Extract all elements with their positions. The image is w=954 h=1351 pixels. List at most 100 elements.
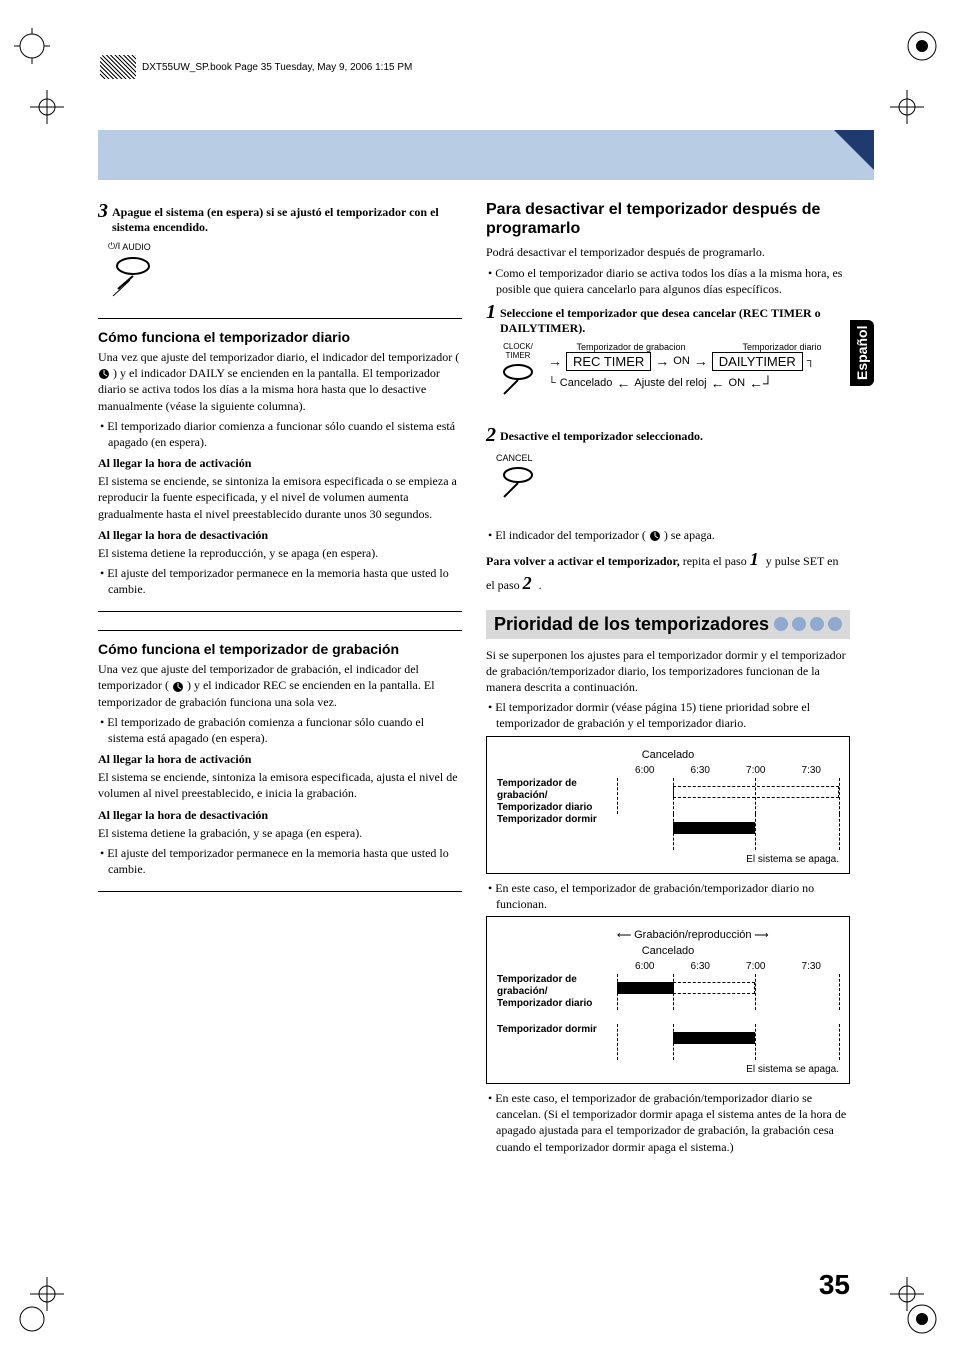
lcd-token: ON bbox=[673, 355, 690, 367]
audio-label: AUDIO bbox=[122, 242, 151, 252]
bullet: El ajuste del temporizador permanece en … bbox=[98, 565, 462, 597]
bullet: El temporizado de grabación comienza a f… bbox=[98, 714, 462, 746]
bullet: En este caso, el temporizador de grabaci… bbox=[486, 1090, 850, 1155]
chapter-banner bbox=[98, 130, 874, 180]
subhead: Al llegar la hora de activación bbox=[98, 752, 462, 767]
step-text: Seleccione el temporizador que desea can… bbox=[500, 306, 850, 336]
chapter-banner-corner bbox=[834, 130, 874, 170]
clock-icon bbox=[98, 368, 110, 380]
remote-button-icon bbox=[108, 254, 158, 304]
btn-label: CLOCK/ TIMER bbox=[496, 342, 540, 360]
chart-title: Grabación/reproducción bbox=[634, 929, 751, 941]
chart-row-label: Temporizador dormir bbox=[497, 1024, 617, 1060]
header-hatching-icon bbox=[100, 55, 136, 79]
lcd-caption: Temporizador de grabacion bbox=[576, 342, 685, 352]
step-text: Apague el sistema (en espera) si se ajus… bbox=[112, 205, 462, 235]
chart-footer: El sistema se apaga. bbox=[497, 854, 839, 865]
inline-step-ref: 2 bbox=[523, 573, 532, 593]
chart-subtitle: Cancelado bbox=[497, 945, 839, 957]
chart-ticks: 6:00 6:30 7:00 7:30 bbox=[617, 961, 839, 972]
corner-line: └ bbox=[548, 377, 556, 389]
heading-priority: Prioridad de los temporizadores bbox=[486, 610, 850, 639]
chart-row-label: Temporizador dormir bbox=[497, 814, 617, 850]
lcd-token: Ajuste del reloj bbox=[634, 377, 706, 389]
chart-row-area bbox=[617, 974, 839, 1010]
language-tab: Español bbox=[850, 320, 874, 386]
chart-ticks: 6:00 6:30 7:00 7:30 bbox=[617, 765, 839, 776]
heading-dots-icon bbox=[774, 617, 842, 631]
bar-active bbox=[673, 1032, 755, 1044]
timer-priority-chart-1: Cancelado 6:00 6:30 7:00 7:30 Temporizad… bbox=[486, 736, 850, 874]
paragraph: El sistema se enciende, sintoniza la emi… bbox=[98, 769, 462, 801]
step-3: 3 Apague el sistema (en espera) si se aj… bbox=[98, 200, 462, 235]
heading-deactivate: Para desactivar el temporizador después … bbox=[486, 200, 850, 238]
chart-footer: El sistema se apaga. bbox=[497, 1064, 839, 1075]
reg-mark-bl bbox=[30, 1277, 64, 1311]
paragraph: El sistema detiene la reproducción, y se… bbox=[98, 545, 462, 561]
subhead: Al llegar la hora de desactivación bbox=[98, 528, 462, 543]
print-gear-tl bbox=[10, 24, 54, 68]
remote-button-icon bbox=[496, 360, 540, 410]
remote-button-icon bbox=[496, 463, 540, 513]
step-number: 3 bbox=[98, 200, 108, 235]
step-1: 1 Seleccione el temporizador que desea c… bbox=[486, 301, 850, 336]
page-number: 35 bbox=[819, 1269, 850, 1301]
paragraph: Podrá desactivar el temporizador después… bbox=[486, 244, 850, 260]
power-button-illustration: ⏻/Ⅰ AUDIO bbox=[108, 241, 462, 308]
subhead: Al llegar la hora de activación bbox=[98, 456, 462, 471]
clock-icon bbox=[649, 530, 661, 542]
right-column: Para desactivar el temporizador después … bbox=[486, 200, 850, 1159]
step-2: 2 Desactive el temporizador seleccionado… bbox=[486, 424, 850, 447]
paragraph: El sistema se enciende, se sintoniza la … bbox=[98, 473, 462, 522]
paragraph: El sistema detiene la grabación, y se ap… bbox=[98, 825, 462, 841]
chart-row-label: Temporizador de grabación/ Temporizador … bbox=[497, 974, 617, 1010]
clock-timer-illustration: CLOCK/ TIMER Temporizador de grabacion T… bbox=[496, 342, 850, 414]
bar-active bbox=[673, 822, 755, 834]
bullet: Como el temporizador diario se activa to… bbox=[486, 265, 850, 297]
chart-row-area bbox=[617, 814, 839, 850]
paragraph: Si se superponen los ajustes para el tem… bbox=[486, 647, 850, 696]
header-text: DXT55UW_SP.book Page 35 Tuesday, May 9, … bbox=[142, 62, 412, 73]
step-text: Desactive el temporizador seleccionado. bbox=[500, 429, 703, 447]
bullet: En este caso, el temporizador de grabaci… bbox=[486, 880, 850, 912]
chart-row-label: Temporizador de grabación/ Temporizador … bbox=[497, 778, 617, 814]
reg-mark-br bbox=[890, 1277, 924, 1311]
bullet: El temporizado diarior comienza a funcio… bbox=[98, 418, 462, 450]
lcd-caption: Temporizador diario bbox=[742, 342, 821, 352]
lcd-token: Cancelado bbox=[560, 377, 613, 389]
bullet: El temporizador dormir (véase página 15)… bbox=[486, 699, 850, 731]
cancel-illustration: CANCEL bbox=[496, 453, 850, 517]
paragraph: Una vez que ajuste del temporizador de g… bbox=[98, 661, 462, 710]
section-daily-timer: Cómo funciona el temporizador diario Una… bbox=[98, 318, 462, 612]
arrow-icon: → bbox=[694, 353, 708, 369]
inline-step-ref: 1 bbox=[750, 549, 759, 569]
paragraph: Una vez que ajuste del temporizador diar… bbox=[98, 349, 462, 414]
clock-icon bbox=[172, 681, 184, 693]
reg-mark-tl bbox=[30, 90, 64, 124]
chart-title: Cancelado bbox=[497, 749, 839, 761]
bullet: El indicador del temporizador ( ) se apa… bbox=[486, 527, 850, 543]
print-gear-tr bbox=[900, 24, 944, 68]
subhead: Al llegar la hora de desactivación bbox=[98, 808, 462, 823]
bullet: El ajuste del temporizador permanece en … bbox=[98, 845, 462, 877]
step-number: 1 bbox=[486, 301, 496, 336]
section-title: Cómo funciona el temporizador diario bbox=[98, 329, 462, 345]
bar-cancelled bbox=[673, 982, 755, 994]
chart-row-area bbox=[617, 1024, 839, 1060]
corner-line: ┐ bbox=[807, 355, 815, 367]
chart-row-area bbox=[617, 778, 839, 814]
power-glyph: ⏻/Ⅰ bbox=[108, 241, 120, 252]
bar-active bbox=[617, 982, 673, 994]
lcd-token: ON bbox=[729, 377, 746, 389]
section-rec-timer: Cómo funciona el temporizador de grabaci… bbox=[98, 630, 462, 892]
arrow-icon: ← bbox=[616, 375, 630, 391]
arrow-icon: ←┘ bbox=[749, 375, 773, 391]
arrow-icon: ← bbox=[711, 375, 725, 391]
lcd-token: REC TIMER bbox=[566, 352, 651, 371]
lcd-token: DAILYTIMER bbox=[712, 352, 803, 371]
arrow-icon: → bbox=[655, 353, 669, 369]
bar-cancelled bbox=[673, 786, 840, 798]
btn-label: CANCEL bbox=[496, 453, 850, 463]
reactivate-note: Para volver a activar el temporizador, r… bbox=[486, 547, 850, 596]
left-column: 3 Apague el sistema (en espera) si se aj… bbox=[98, 200, 462, 1159]
